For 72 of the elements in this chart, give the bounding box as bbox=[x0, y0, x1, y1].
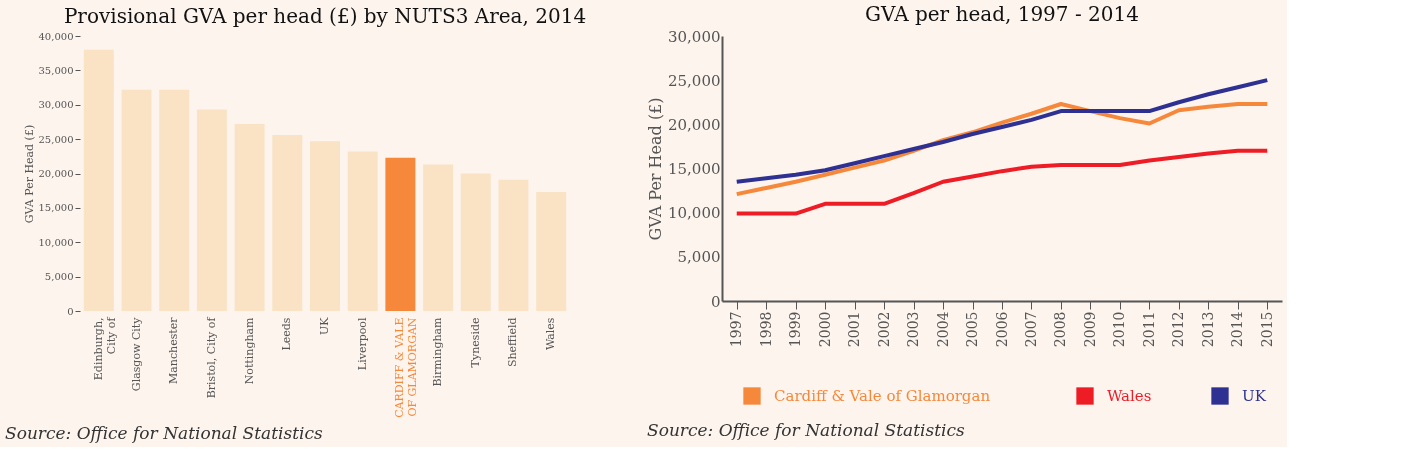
x-tick-label: 2013 bbox=[1199, 311, 1216, 348]
y-tick-label: 25,000 bbox=[668, 71, 721, 90]
x-tick-label: 2000 bbox=[816, 311, 833, 348]
x-tick-label: 2006 bbox=[993, 311, 1010, 348]
y-tick-label: 0 bbox=[710, 292, 721, 311]
bar bbox=[121, 89, 152, 311]
line-series bbox=[734, 78, 1270, 184]
y-tick-label: 10,000 bbox=[668, 204, 721, 223]
y-tick-label: 30,000 bbox=[668, 27, 721, 46]
x-tick-label: 1997 bbox=[728, 311, 745, 348]
x-tick-label: 2004 bbox=[934, 311, 951, 348]
x-tick-label: 1998 bbox=[757, 311, 774, 348]
line-series bbox=[734, 148, 1270, 216]
y-tick-label: 30,000 bbox=[38, 99, 74, 111]
y-tick-label: 25,000 bbox=[38, 133, 74, 145]
x-tick-label: 2011 bbox=[1140, 311, 1157, 348]
bar bbox=[83, 49, 114, 311]
bar bbox=[234, 124, 265, 311]
x-tick-label: Nottingham bbox=[242, 316, 256, 385]
x-tick-label: Tyneside bbox=[468, 317, 482, 368]
x-tick-label: 2015 bbox=[1258, 311, 1275, 348]
y-axis-title: GVA Per Head (£) bbox=[22, 124, 36, 224]
y-axis-title: GVA Per Head (£) bbox=[646, 97, 666, 241]
bar bbox=[159, 89, 190, 311]
y-tick-label: 10,000 bbox=[38, 236, 74, 248]
x-tick-label: Sheffield bbox=[506, 317, 520, 368]
x-tick-label: Birmingham bbox=[431, 316, 445, 387]
x-tick-label: Edinburgh, City of bbox=[91, 316, 118, 381]
x-tick-label: 2010 bbox=[1111, 311, 1128, 348]
y-tick-label: 35,000 bbox=[38, 64, 74, 76]
bar bbox=[310, 141, 340, 311]
legend-label: Cardiff & Vale of Glamorgan bbox=[774, 387, 991, 405]
x-tick-label: Bristol, City of bbox=[204, 316, 218, 399]
x-tick-label: 2005 bbox=[964, 311, 981, 348]
y-tick-label: 20,000 bbox=[668, 115, 721, 134]
x-tick-label: Leeds bbox=[280, 317, 294, 351]
x-tick-label: CARDIFF & VALE OF GLAMORGAN bbox=[393, 317, 420, 418]
y-tick-label: 40,000 bbox=[38, 30, 74, 42]
legend-label: Wales bbox=[1107, 387, 1152, 405]
y-tick-label: 0 bbox=[67, 305, 74, 317]
legend-label: UK bbox=[1242, 387, 1267, 405]
x-tick-label: 2002 bbox=[875, 311, 892, 348]
x-tick-label: 2009 bbox=[1081, 311, 1098, 348]
x-tick-label: 1999 bbox=[787, 311, 804, 348]
y-tick-label: 20,000 bbox=[38, 168, 74, 179]
x-tick-label: 2001 bbox=[846, 311, 863, 348]
x-tick-label: 2014 bbox=[1229, 311, 1246, 348]
bar bbox=[498, 179, 529, 311]
x-tick-label: 2008 bbox=[1052, 311, 1069, 348]
chart-title: GVA per head, 1997 - 2014 bbox=[865, 2, 1139, 26]
x-tick-label: Manchester bbox=[167, 316, 181, 384]
y-tick-label: 15,000 bbox=[38, 202, 74, 214]
bar bbox=[385, 157, 416, 311]
source-note: Source: Office for National Statistics bbox=[5, 423, 323, 443]
x-tick-label: Glasgow City bbox=[129, 316, 143, 392]
y-tick-label: 5,000 bbox=[677, 248, 721, 267]
bar bbox=[423, 164, 454, 311]
chart-title: Provisional GVA per head (£) by NUTS3 Area, 2014 bbox=[63, 4, 587, 28]
bar bbox=[272, 135, 303, 311]
source-note: Source: Office for National Statistics bbox=[647, 420, 965, 440]
bar bbox=[536, 192, 567, 311]
bar bbox=[196, 109, 227, 311]
x-tick-label: UK bbox=[318, 316, 331, 335]
x-tick-label: Wales bbox=[544, 317, 558, 351]
bar bbox=[460, 173, 491, 311]
y-tick-label: 5,000 bbox=[44, 271, 74, 283]
bar bbox=[347, 151, 378, 311]
x-tick-label: 2012 bbox=[1170, 311, 1187, 348]
x-tick-label: 2007 bbox=[1022, 311, 1039, 348]
y-tick-label: 15,000 bbox=[668, 160, 721, 178]
x-tick-label: Liverpool bbox=[355, 317, 369, 371]
x-tick-label: 2003 bbox=[905, 311, 922, 348]
